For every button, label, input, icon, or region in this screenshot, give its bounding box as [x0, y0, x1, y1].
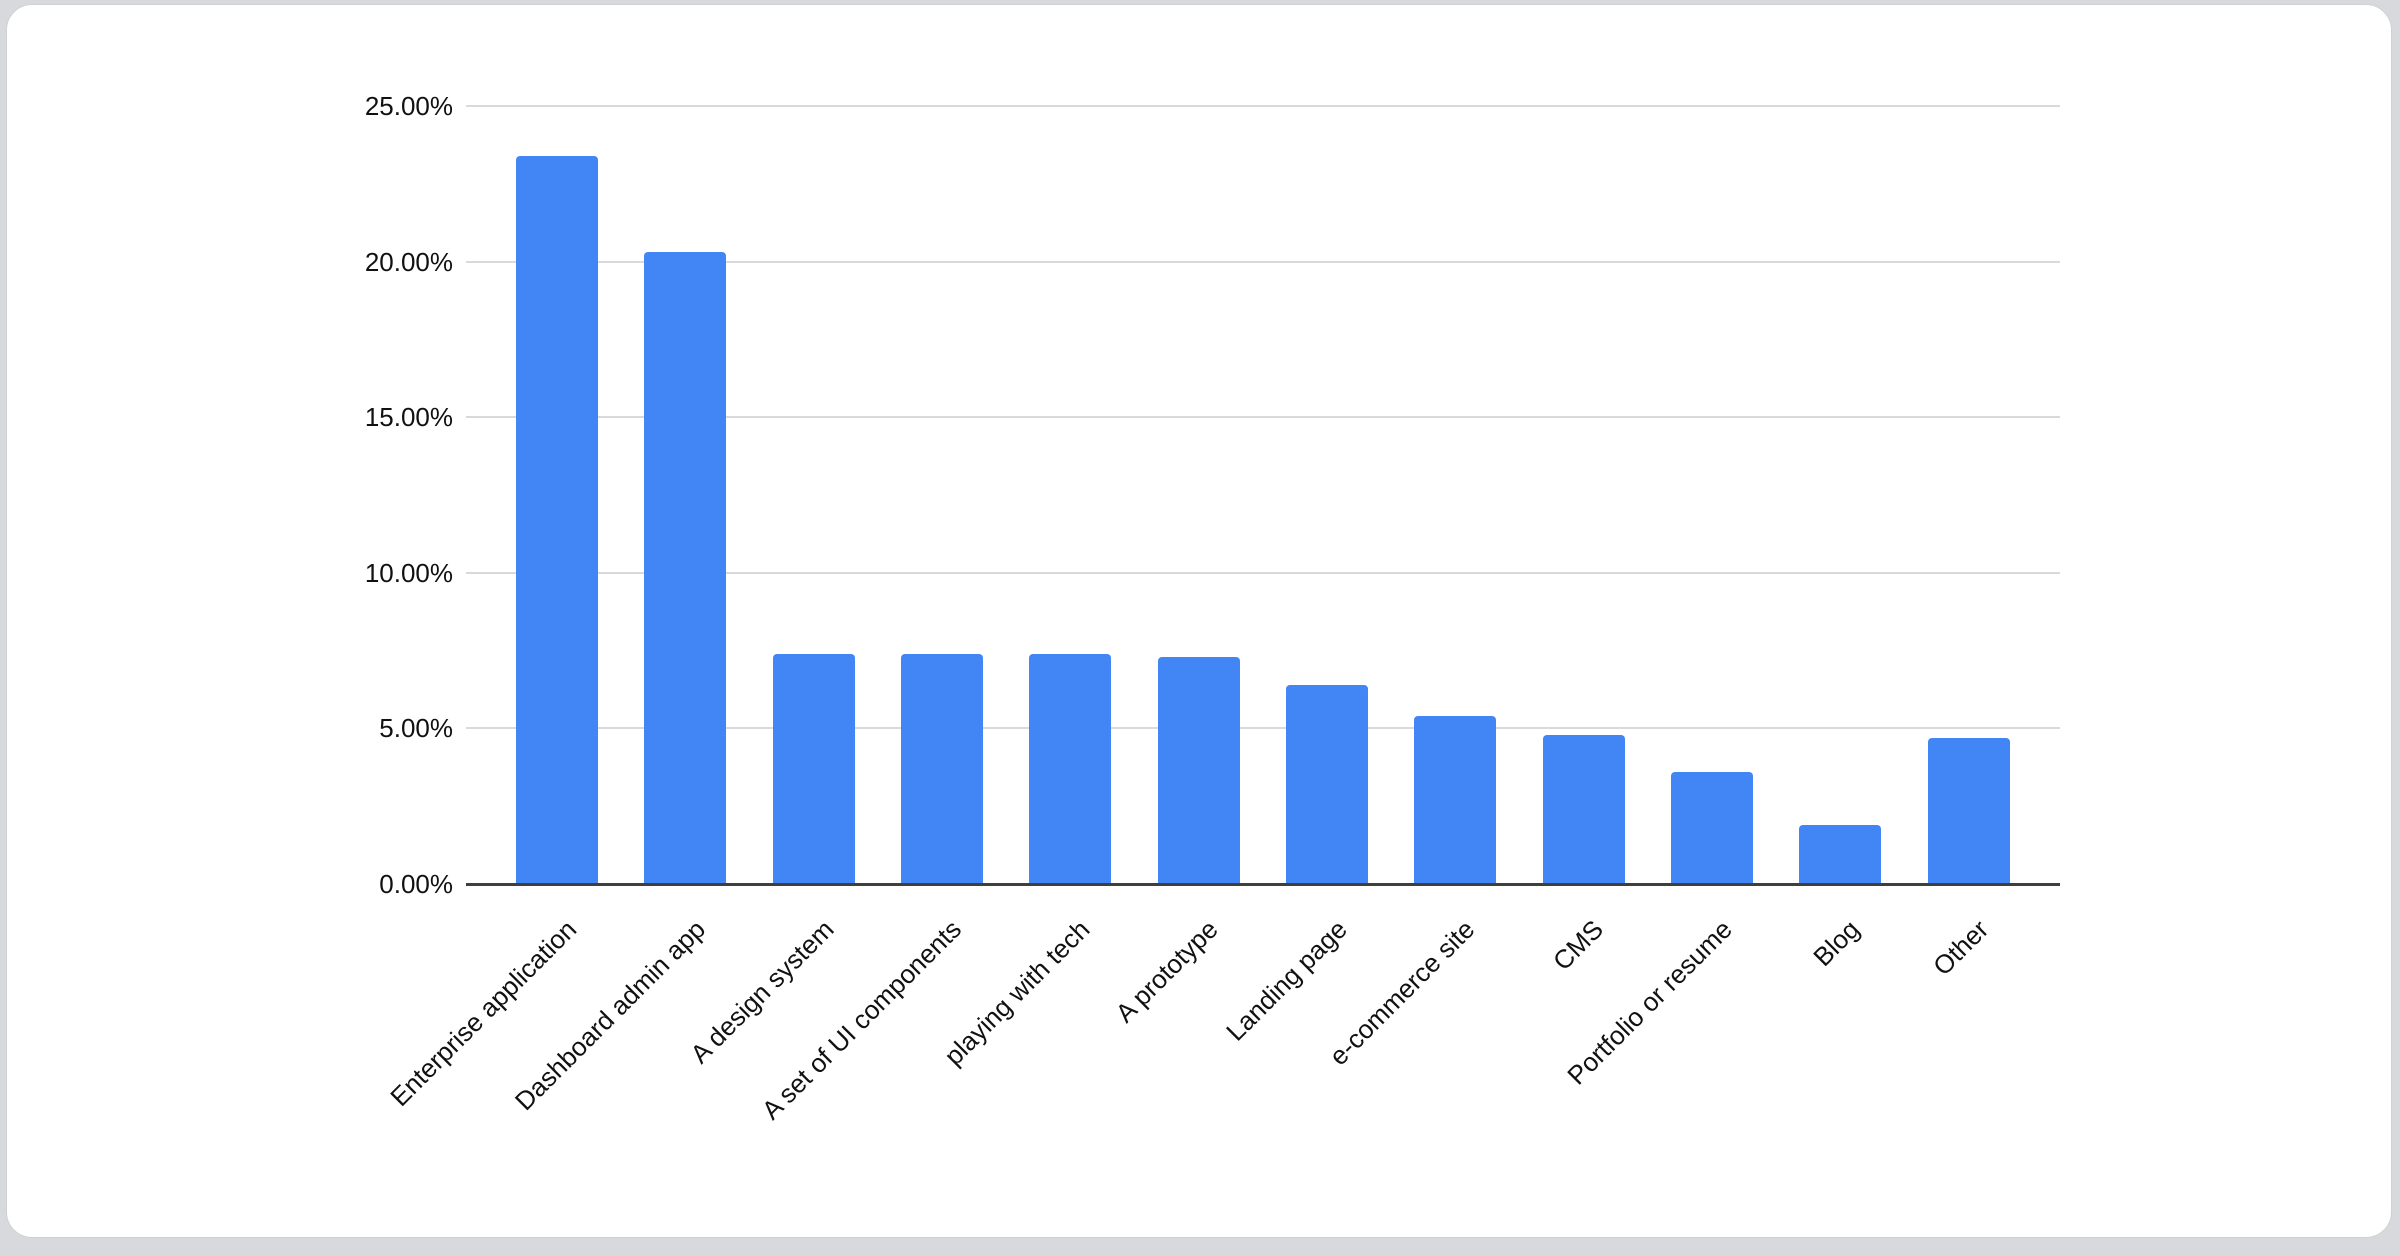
bar-playing-with-tech[interactable]	[1029, 653, 1112, 884]
gridline	[466, 260, 2060, 263]
bar-enterprise-application[interactable]	[516, 155, 599, 884]
chart-card	[6, 4, 2392, 1238]
y-axis-tick-label: 0.00%	[379, 869, 453, 899]
bar-blog[interactable]	[1799, 824, 1882, 884]
x-axis-category-label: Other	[1926, 914, 1995, 982]
bar-slot	[1391, 0, 1519, 884]
gridline	[466, 571, 2060, 574]
bar-slot	[1006, 0, 1134, 884]
x-axis-line	[466, 883, 2060, 886]
bar-e-commerce-site[interactable]	[1414, 716, 1497, 884]
bar-cms[interactable]	[1542, 734, 1625, 884]
y-axis-tick-label: 20.00%	[364, 246, 453, 277]
bar-slot	[1776, 0, 1904, 884]
bar-other[interactable]	[1927, 737, 2010, 884]
bar-slot	[1135, 0, 1263, 884]
bar-portfolio-or-resume[interactable]	[1671, 772, 1754, 884]
x-axis-category-label: A prototype	[1109, 914, 1225, 1029]
bar-series	[466, 0, 2060, 884]
gridline	[466, 416, 2060, 419]
bar-slot	[493, 0, 621, 884]
y-axis-tick-label: 15.00%	[364, 402, 453, 433]
gridline	[466, 105, 2060, 107]
y-axis-tick-label: 5.00%	[379, 713, 453, 744]
plot-area: 25.00% 20.00% 15.00% 10.00% 5.00% 0.00% Enterp…	[365, 0, 2060, 1256]
bar-dashboard-admin-app[interactable]	[644, 252, 727, 884]
bar-slot	[621, 0, 749, 884]
bar-slot	[750, 0, 878, 884]
bar-slot	[1520, 0, 1648, 884]
bar-landing-page[interactable]	[1286, 684, 1369, 884]
bar-a-prototype[interactable]	[1157, 656, 1240, 884]
bar-slot	[1648, 0, 1776, 884]
y-axis-tick-label: 10.00%	[364, 557, 453, 588]
bar-slot	[1263, 0, 1391, 884]
y-axis-tick-label: 25.00%	[364, 91, 453, 121]
x-axis-category-label: Landing page	[1219, 914, 1353, 1047]
gridline	[466, 727, 2060, 730]
bar-slot	[878, 0, 1006, 884]
x-axis-category-label: CMS	[1546, 914, 1610, 977]
bar-a-design-system[interactable]	[772, 653, 855, 884]
x-axis-category-label: Blog	[1807, 914, 1866, 973]
bar-a-set-of-ui-components[interactable]	[901, 653, 984, 884]
bar-slot	[1905, 0, 2033, 884]
